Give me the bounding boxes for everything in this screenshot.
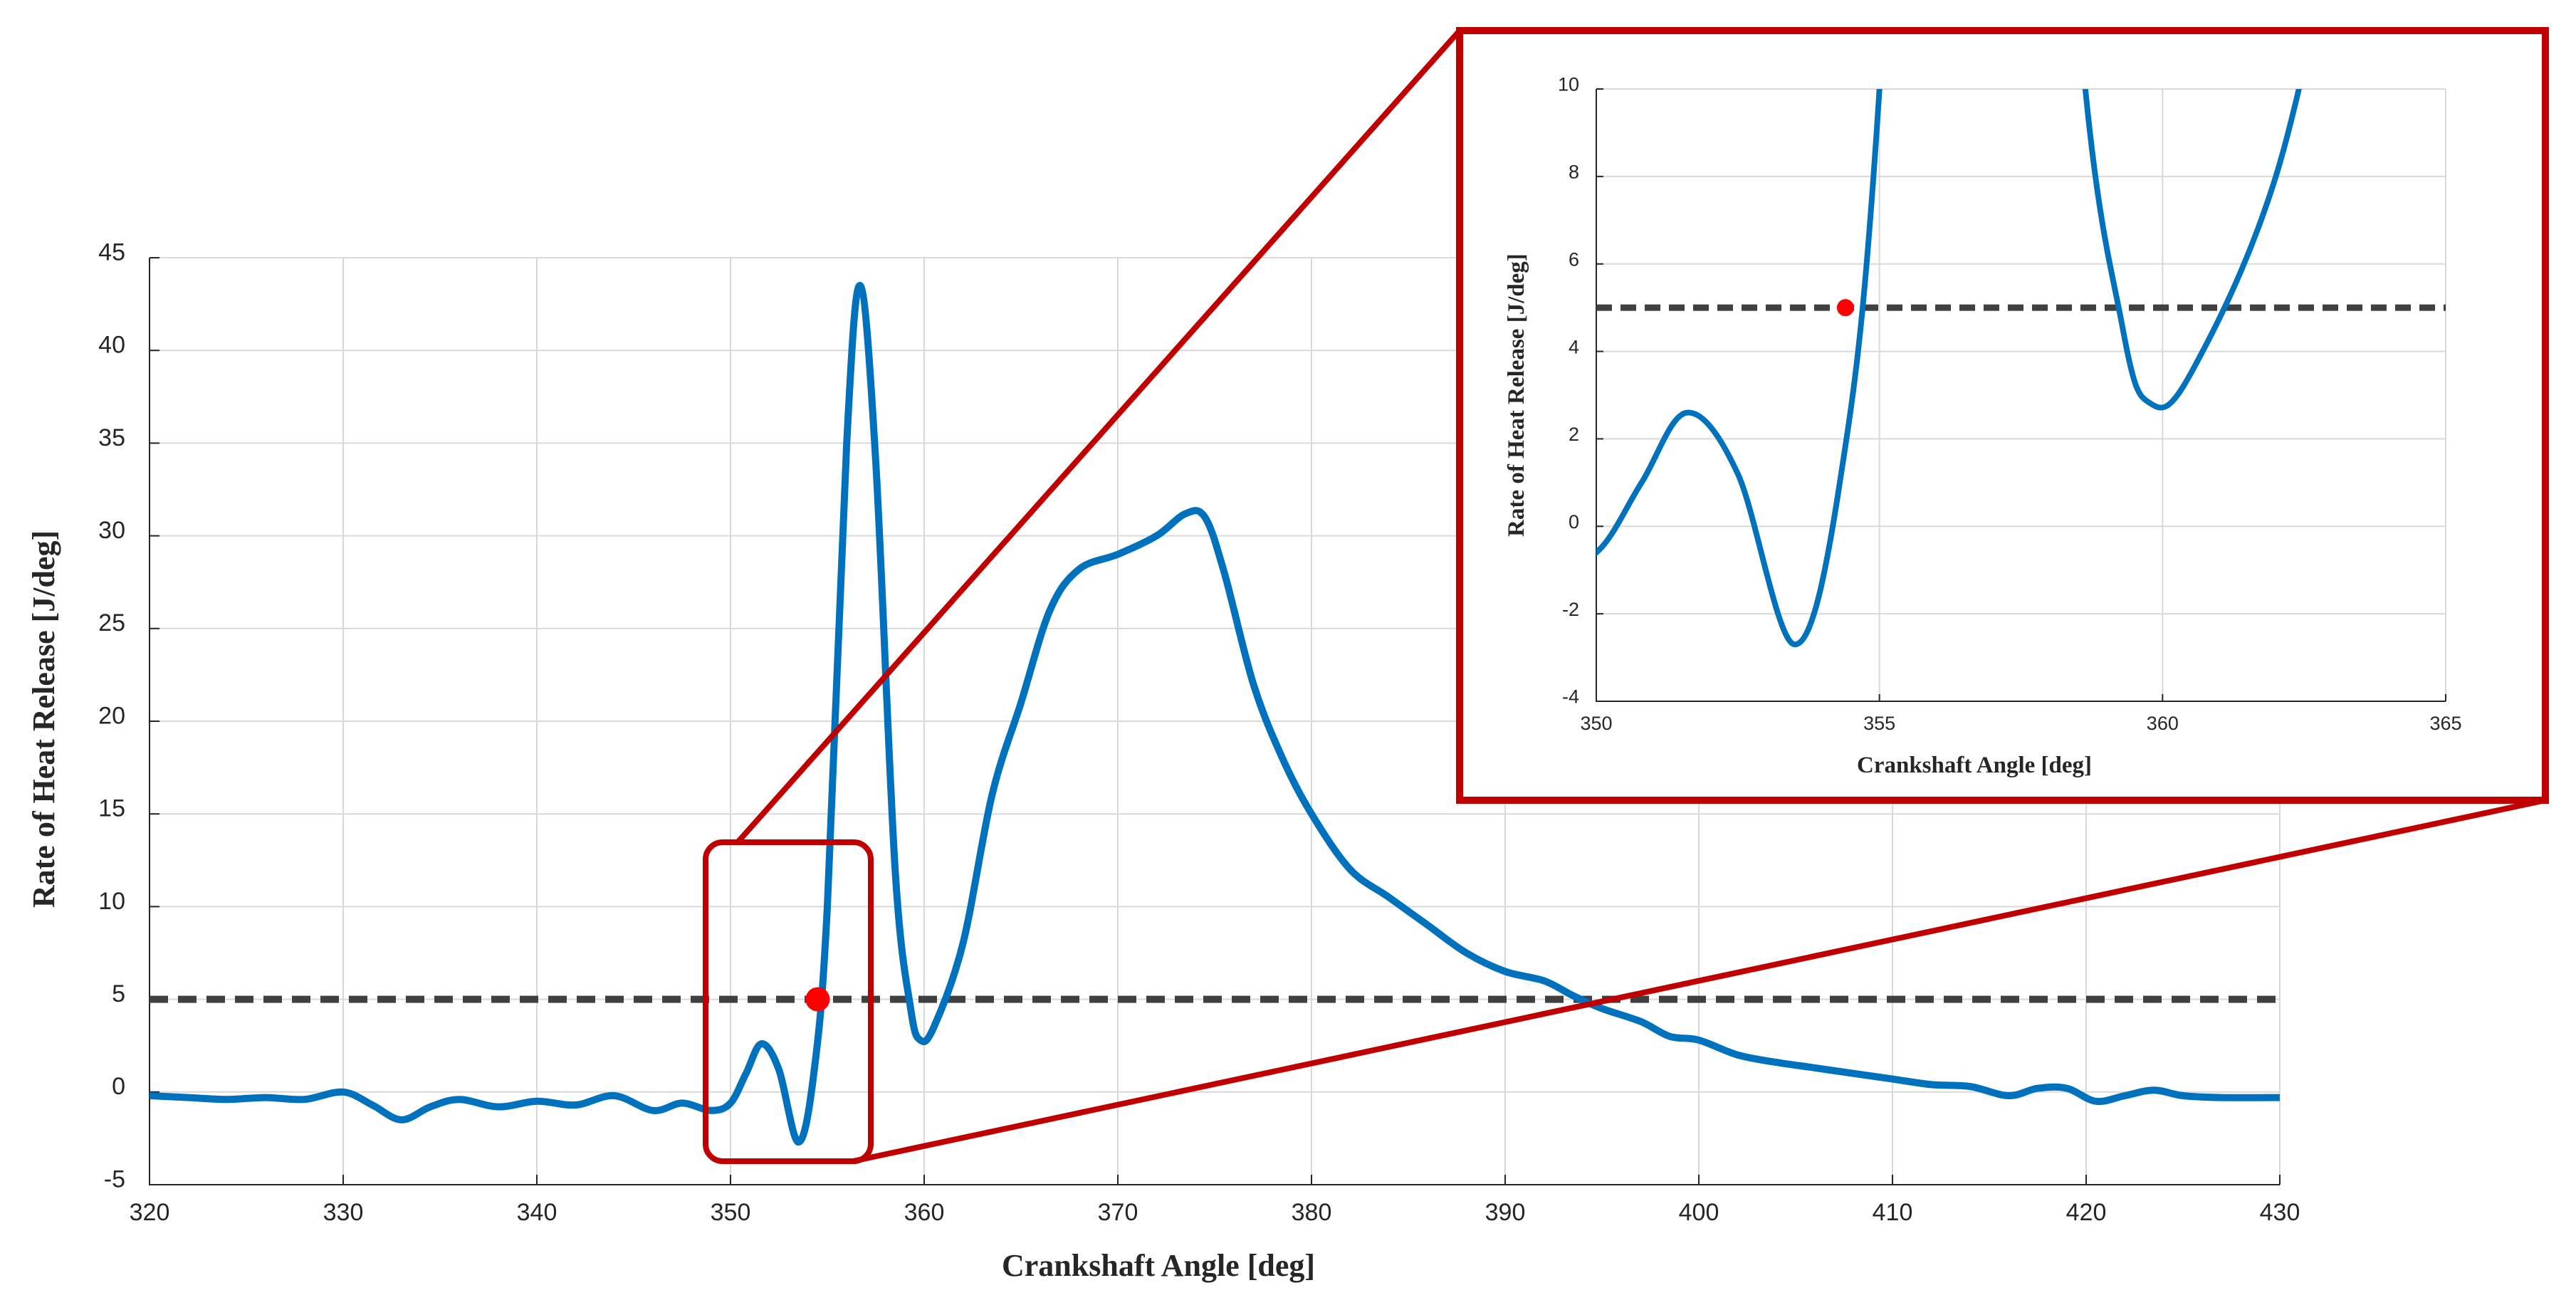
inset-y-tick-label: 6 <box>1569 248 1579 270</box>
main-y-tick-label: 20 <box>98 702 125 729</box>
main-y-tick-label: 35 <box>98 424 125 451</box>
main-y-tick-label: 10 <box>98 888 125 915</box>
inset-onset-marker <box>1836 299 1854 317</box>
main-onset-marker <box>805 987 830 1012</box>
inset-x-tick-label: 350 <box>1580 713 1612 734</box>
main-y-tick-label: 15 <box>98 795 125 822</box>
main-y-tick-label: 45 <box>98 239 125 266</box>
main-x-tick-label: 420 <box>2066 1199 2107 1226</box>
zoom-connector-top <box>735 28 1462 844</box>
main-y-tick-label: 25 <box>98 609 125 636</box>
main-y-tick-label: 5 <box>112 980 125 1007</box>
main-series-line <box>150 282 2280 1146</box>
main-x-axis-label: Crankshaft Angle [deg] <box>1002 1248 1315 1283</box>
main-x-tick-label: 430 <box>2260 1199 2300 1226</box>
main-x-tick-label: 370 <box>1098 1199 1138 1226</box>
main-x-tick-label: 320 <box>130 1199 170 1226</box>
zoom-box <box>703 839 874 1164</box>
main-x-tick-label: 340 <box>517 1199 557 1226</box>
inset-x-tick-label: 365 <box>2429 713 2461 734</box>
inset-y-tick-label: 8 <box>1569 162 1579 183</box>
main-x-tick-label: 380 <box>1292 1199 1332 1226</box>
inset-x-tick-label: 360 <box>2147 713 2179 734</box>
zoom-connector-bottom <box>852 797 2546 1164</box>
inset-y-axis-label: Rate of Heat Release [J/deg] <box>1504 253 1529 537</box>
inset-x-tick-label: 355 <box>1863 713 1895 734</box>
main-x-tick-label: 350 <box>711 1199 751 1226</box>
main-x-tick-label: 410 <box>1873 1199 1913 1226</box>
inset-y-tick-label: 0 <box>1569 511 1579 533</box>
inset-x-axis-label: Crankshaft Angle [deg] <box>1857 753 2092 778</box>
inset-y-tick-label: 4 <box>1569 336 1579 357</box>
main-x-tick-labels: 320 330 340 350 360 370 380 390 400 410 420 430 <box>130 1175 2300 1226</box>
inset-x-tick-labels: 350 355 360 365 <box>1580 694 2462 734</box>
main-y-tick-labels: -5 0 5 10 15 20 25 30 35 40 45 <box>98 239 159 1193</box>
main-x-tick-label: 400 <box>1679 1199 1719 1226</box>
main-y-tick-label: 30 <box>98 517 125 544</box>
inset-grid <box>1596 88 2446 702</box>
main-y-tick-label: 40 <box>98 332 125 359</box>
inset-y-tick-label: -2 <box>1562 599 1579 620</box>
main-y-tick-label: -5 <box>104 1165 125 1193</box>
inset-y-tick-label: -4 <box>1562 686 1579 708</box>
main-y-tick-label: 0 <box>112 1073 125 1100</box>
inset-panel <box>1456 27 2549 804</box>
main-x-tick-label: 330 <box>323 1199 364 1226</box>
main-y-axis-label: Rate of Heat Release [J/deg] <box>26 530 61 908</box>
inset-y-tick-label: 10 <box>1558 74 1579 95</box>
main-x-tick-label: 360 <box>904 1199 945 1226</box>
inset-y-tick-labels: -4 -2 0 2 4 6 8 10 <box>1558 74 1603 708</box>
main-x-tick-label: 390 <box>1485 1199 1526 1226</box>
inset-y-tick-label: 2 <box>1569 424 1579 445</box>
